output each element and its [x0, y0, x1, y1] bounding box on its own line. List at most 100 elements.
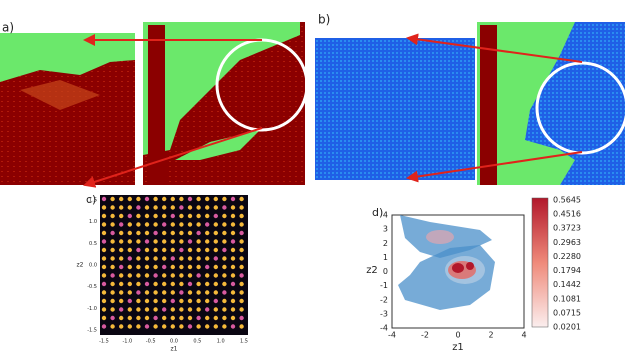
- latent-dot: [127, 222, 132, 227]
- latent-dot: [162, 264, 167, 270]
- latent-dot: [101, 264, 107, 270]
- latent-dot: [101, 247, 107, 253]
- latent-dot: [162, 230, 167, 236]
- latent-dot: [170, 281, 175, 287]
- colorbar-tick-label: 0.5645: [553, 196, 581, 205]
- latent-dot: [230, 222, 236, 227]
- latent-dot: [205, 256, 210, 261]
- latent-dot: [196, 239, 201, 244]
- panel-label: c): [86, 193, 96, 206]
- latent-dot: [222, 324, 227, 329]
- latent-dot: [153, 230, 158, 236]
- latent-dot: [205, 264, 210, 270]
- latent-dot: [222, 307, 227, 312]
- latent-dot: [136, 239, 141, 244]
- latent-dot: [187, 315, 193, 321]
- latent-dot: [230, 247, 236, 253]
- x-axis-label: z1: [452, 342, 464, 353]
- x-tick-label: 0: [455, 331, 460, 340]
- latent-dot: [196, 264, 201, 270]
- latent-dot: [187, 222, 193, 227]
- latent-dot: [205, 230, 210, 236]
- latent-dot: [127, 230, 132, 236]
- latent-dot: [170, 213, 175, 219]
- latent-dot: [162, 290, 167, 295]
- latent-dot: [222, 213, 227, 219]
- latent-dot: [230, 196, 236, 202]
- latent-dot: [110, 230, 115, 236]
- latent-dot: [222, 298, 227, 304]
- latent-dot: [144, 324, 150, 329]
- latent-dot: [213, 324, 218, 329]
- latent-dot: [162, 205, 167, 210]
- latent-dot: [144, 205, 150, 210]
- x-tick-label: -4: [388, 331, 396, 340]
- latent-dot: [153, 298, 158, 304]
- latent-dot: [101, 315, 107, 321]
- latent-dot: [127, 256, 132, 261]
- latent-dot: [144, 196, 150, 202]
- latent-dot: [170, 290, 175, 295]
- colorbar-tick-label: 0.1794: [553, 266, 581, 275]
- latent-dot: [239, 239, 244, 244]
- latent-dot: [119, 315, 124, 321]
- x-tick-label: 1.5: [240, 339, 248, 345]
- latent-dot: [187, 324, 193, 329]
- latent-dot: [101, 307, 107, 312]
- y-tick-label: -2: [380, 295, 388, 304]
- latent-dot: [153, 281, 158, 287]
- y-tick-label: 1.0: [89, 219, 97, 225]
- latent-dot: [127, 307, 132, 312]
- latent-dot: [119, 205, 124, 210]
- latent-dot: [222, 196, 227, 202]
- latent-dot: [162, 307, 167, 312]
- latent-dot: [101, 222, 107, 227]
- latent-dot: [230, 307, 236, 312]
- latent-dot: [144, 239, 150, 244]
- latent-dot: [119, 324, 124, 329]
- y-tick-label: 4: [383, 211, 388, 220]
- latent-dot: [213, 196, 218, 202]
- latent-dot: [205, 239, 210, 244]
- latent-dot: [101, 290, 107, 295]
- latent-dot: [144, 315, 150, 321]
- latent-dot: [153, 273, 158, 278]
- y-tick-label: 1.5: [89, 198, 97, 204]
- latent-dot: [213, 239, 218, 244]
- latent-dot: [119, 230, 124, 236]
- latent-dot: [162, 239, 167, 244]
- latent-dot: [213, 205, 218, 210]
- latent-dot: [110, 315, 115, 321]
- latent-dot: [230, 205, 236, 210]
- latent-dot: [170, 315, 175, 321]
- latent-dot: [230, 281, 236, 287]
- colorbar-tick-label: 0.0715: [553, 308, 581, 317]
- latent-dot: [170, 264, 175, 270]
- latent-dot: [196, 281, 201, 287]
- colorbar-tick-label: 0.2280: [553, 252, 581, 261]
- latent-dot: [127, 196, 132, 202]
- latent-dot: [230, 298, 236, 304]
- latent-dot: [230, 290, 236, 295]
- latent-dot: [187, 247, 193, 253]
- latent-dot: [187, 264, 193, 270]
- latent-dot: [153, 290, 158, 295]
- latent-dot: [110, 222, 115, 227]
- latent-dot: [205, 196, 210, 202]
- latent-dot: [110, 256, 115, 261]
- latent-dot: [110, 247, 115, 253]
- latent-dot: [222, 264, 227, 270]
- y-tick-label: -0.5: [87, 284, 97, 290]
- latent-dot: [144, 273, 150, 278]
- latent-dot: [205, 298, 210, 304]
- latent-dot: [144, 222, 150, 227]
- latent-dot: [239, 290, 244, 295]
- latent-dot: [179, 273, 184, 278]
- latent-dot: [205, 273, 210, 278]
- latent-dot: [205, 213, 210, 219]
- latent-dot: [144, 264, 150, 270]
- latent-dot: [239, 281, 244, 287]
- latent-dot: [119, 273, 124, 278]
- latent-dot: [136, 264, 141, 270]
